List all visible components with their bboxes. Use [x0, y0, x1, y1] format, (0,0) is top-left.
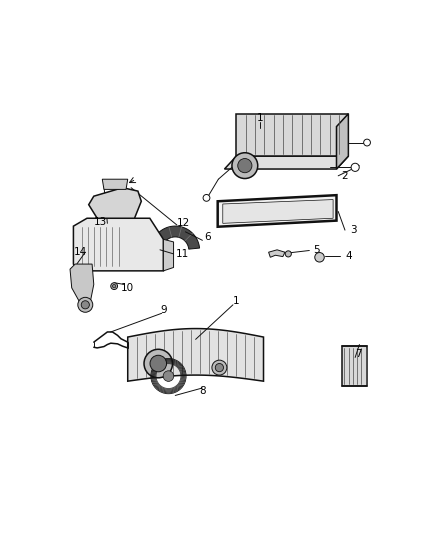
Circle shape [212, 360, 227, 375]
Circle shape [238, 158, 252, 173]
Circle shape [232, 153, 258, 179]
Text: 14: 14 [74, 247, 87, 257]
Circle shape [144, 349, 173, 378]
Circle shape [163, 371, 174, 382]
Text: 1: 1 [257, 113, 263, 123]
Polygon shape [268, 250, 285, 257]
Text: 12: 12 [177, 219, 191, 228]
Polygon shape [74, 218, 163, 271]
Polygon shape [218, 195, 336, 227]
Polygon shape [128, 328, 264, 381]
Polygon shape [102, 179, 128, 189]
Circle shape [315, 253, 324, 262]
Text: 1: 1 [233, 296, 240, 306]
Polygon shape [151, 226, 200, 251]
Polygon shape [88, 188, 141, 218]
Circle shape [81, 301, 89, 309]
Text: 3: 3 [350, 225, 357, 235]
Polygon shape [70, 264, 94, 303]
Text: 11: 11 [175, 249, 189, 259]
Text: 2: 2 [342, 171, 348, 181]
Text: 13: 13 [94, 216, 107, 227]
Polygon shape [237, 114, 348, 156]
Circle shape [113, 285, 116, 288]
Text: 6: 6 [204, 232, 211, 242]
Circle shape [215, 364, 223, 372]
Text: 9: 9 [160, 305, 167, 315]
Polygon shape [336, 114, 348, 169]
Circle shape [203, 195, 210, 201]
Polygon shape [223, 199, 333, 223]
Text: 4: 4 [345, 251, 352, 261]
Polygon shape [151, 251, 162, 269]
Text: 10: 10 [121, 283, 134, 293]
Text: 8: 8 [199, 386, 206, 397]
Circle shape [351, 163, 359, 172]
Bar [342, 345, 367, 386]
Circle shape [150, 356, 166, 372]
Polygon shape [224, 156, 348, 169]
Circle shape [285, 251, 291, 257]
Text: 5: 5 [313, 246, 319, 255]
Circle shape [111, 282, 117, 289]
Polygon shape [163, 239, 173, 271]
Circle shape [364, 139, 371, 146]
Text: 7: 7 [355, 349, 362, 359]
Circle shape [78, 297, 93, 312]
